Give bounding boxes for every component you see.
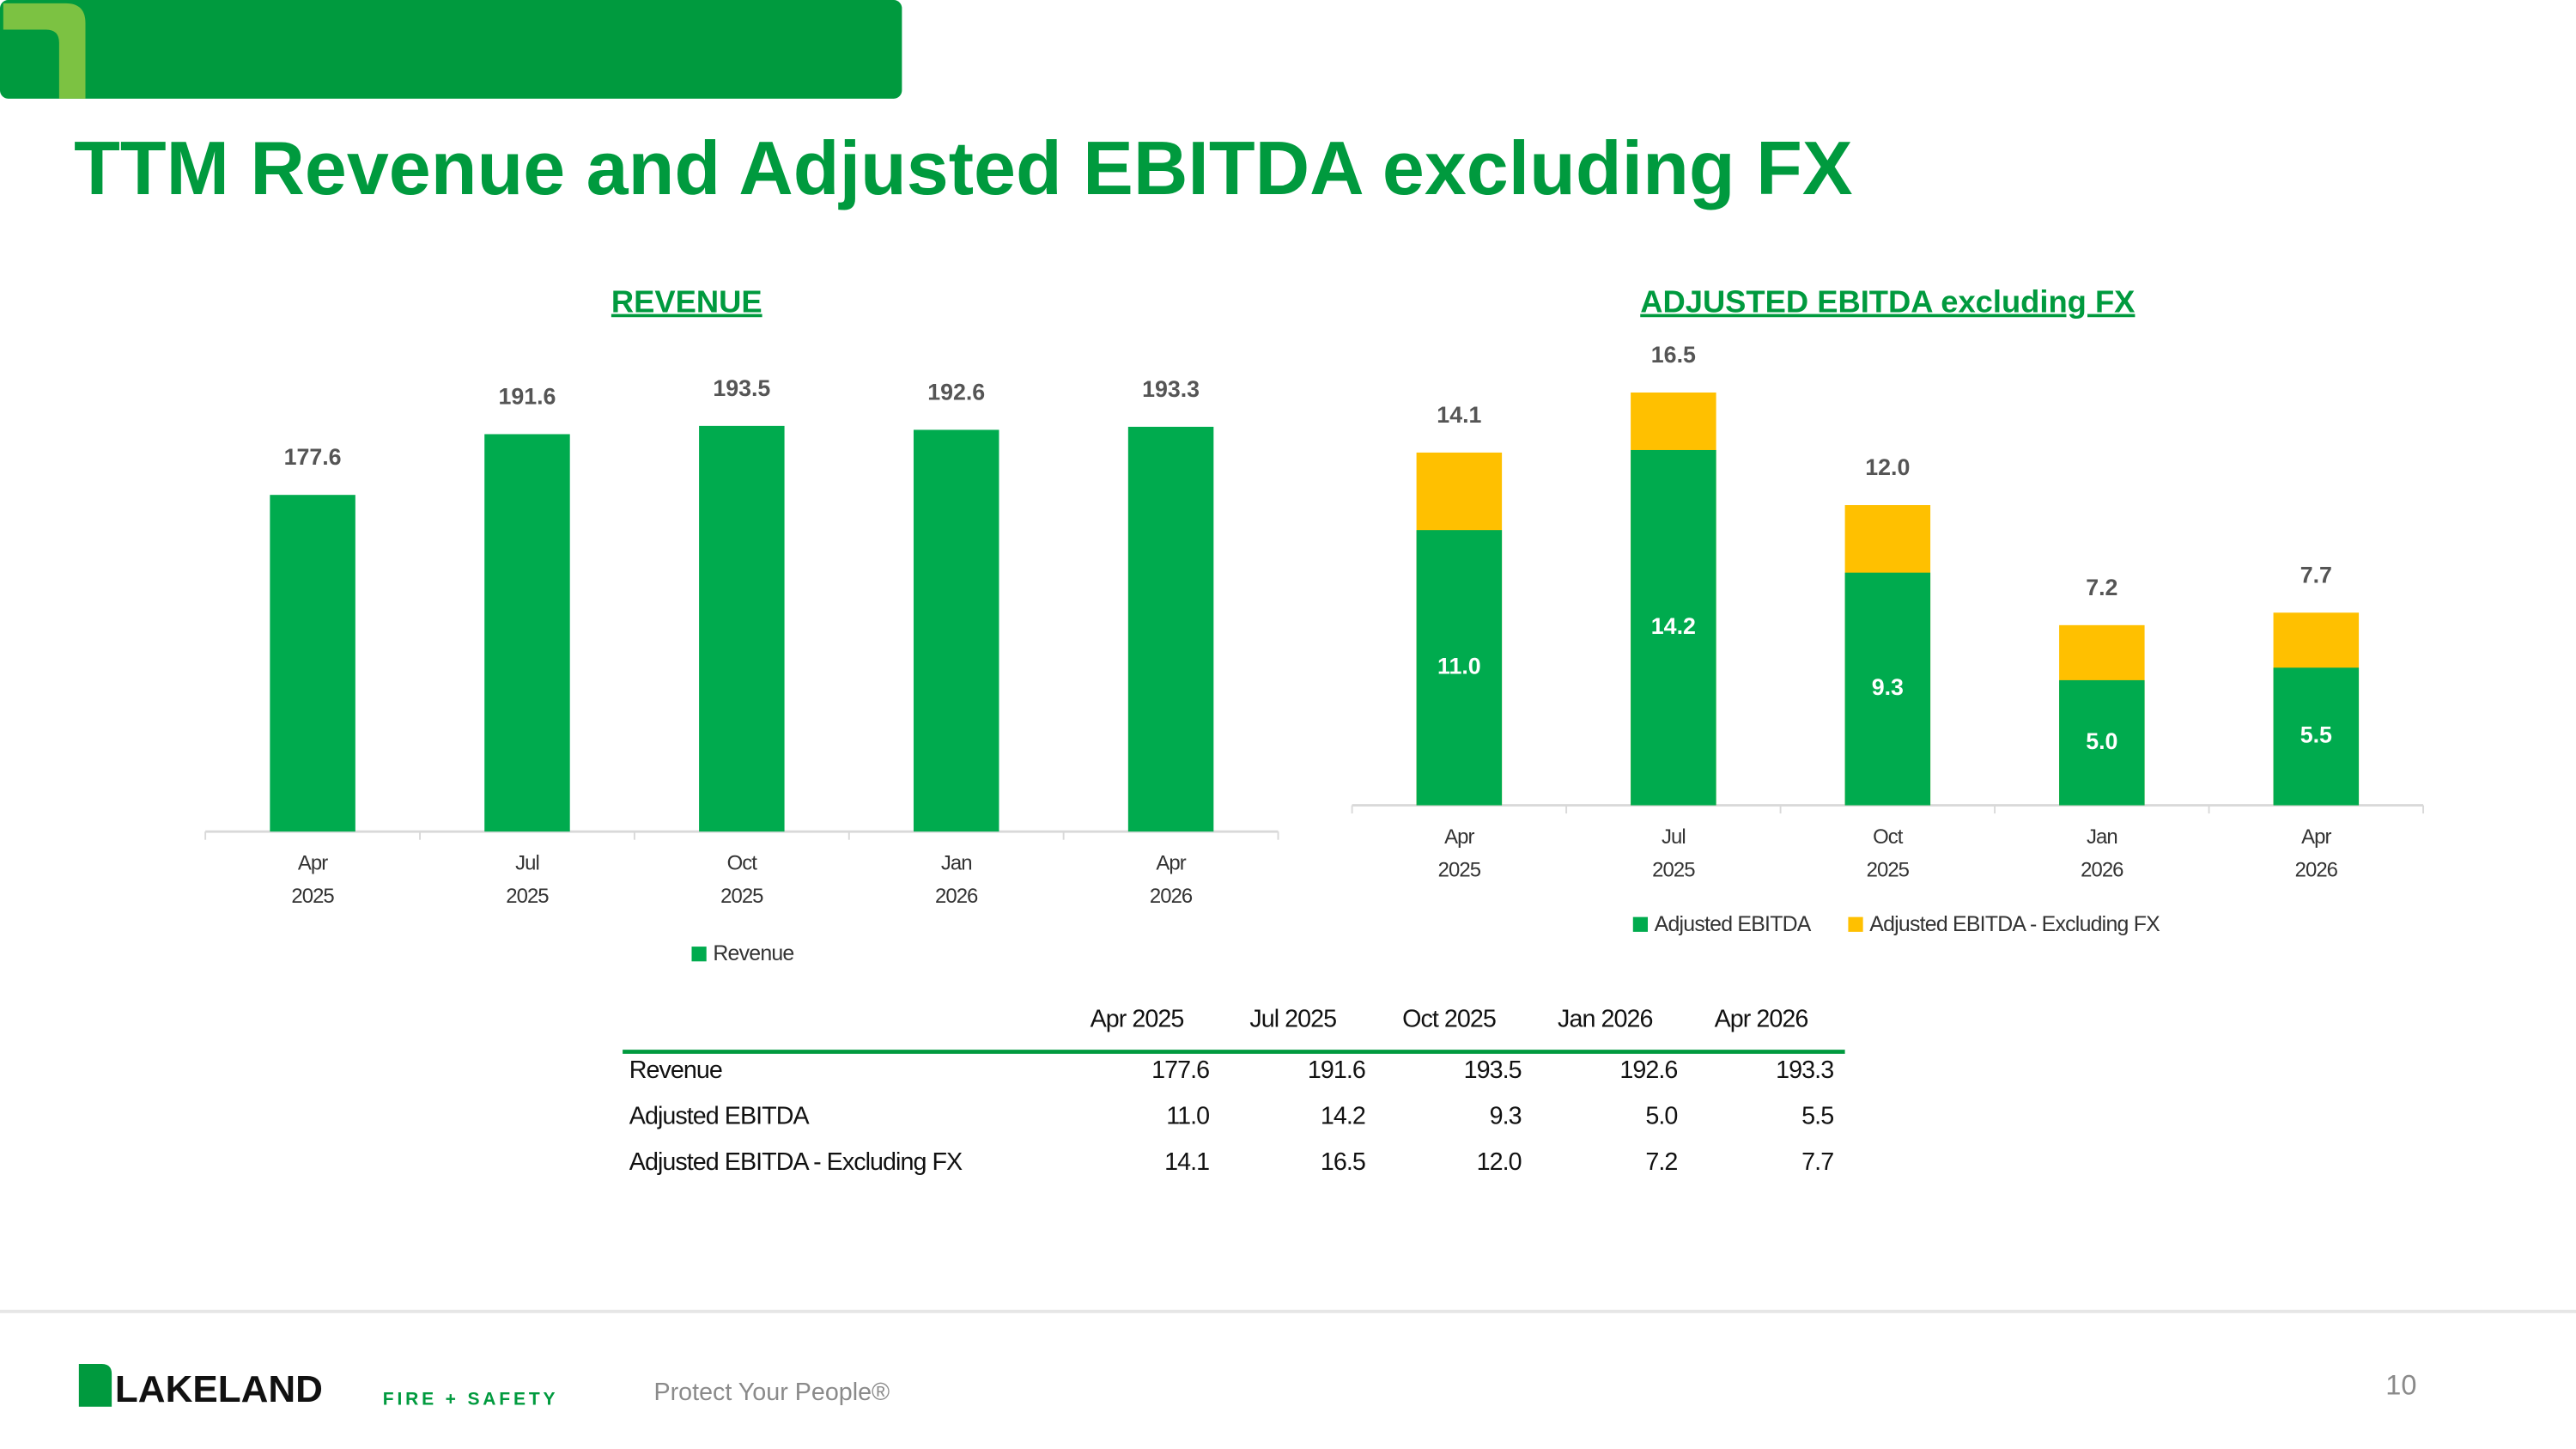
x-tick-label: Apr <box>298 852 328 875</box>
bar <box>1416 530 1503 806</box>
chart-title: ADJUSTED EBITDA excluding FX <box>1640 284 2135 320</box>
data-label: 14.2 <box>1651 613 1696 639</box>
legend-swatch <box>691 947 707 962</box>
x-tick-label: Apr <box>2301 825 2331 849</box>
table-header: Oct 2025 <box>1402 1006 1496 1033</box>
table-cell: 14.1 <box>1164 1148 1209 1176</box>
x-tick-label: 2026 <box>1150 885 1193 908</box>
table-header: Apr 2025 <box>1091 1006 1184 1033</box>
data-label: 14.1 <box>1437 402 1481 428</box>
x-tick-label: 2026 <box>2081 858 2123 881</box>
x-tick-label: 2025 <box>1438 858 1481 881</box>
data-label: 5.0 <box>2086 728 2117 754</box>
x-tick-label: 2026 <box>935 885 978 908</box>
data-label: 12.0 <box>1865 454 1910 480</box>
chart-title: REVENUE <box>611 284 762 320</box>
table-cell: 7.2 <box>1645 1148 1677 1176</box>
data-label: 193.3 <box>1142 376 1200 402</box>
x-tick-label: Apr <box>1444 825 1474 849</box>
data-label: 193.5 <box>713 375 770 401</box>
table-cell: 14.2 <box>1321 1103 1365 1130</box>
page-number: 10 <box>2385 1369 2416 1400</box>
row-label: Adjusted EBITDA - Excluding FX <box>629 1148 963 1176</box>
x-tick-label: 2025 <box>720 885 763 908</box>
data-label: 5.5 <box>2300 722 2332 748</box>
x-tick-label: Jul <box>1662 825 1686 849</box>
bar <box>2273 667 2360 806</box>
data-label: 177.6 <box>284 444 342 470</box>
footer-brand: LAKELAND <box>115 1368 323 1410</box>
data-label: 191.6 <box>498 383 556 409</box>
table-cell: 191.6 <box>1308 1056 1365 1084</box>
legend-swatch <box>1848 916 1863 932</box>
table-header: Jul 2025 <box>1249 1006 1336 1033</box>
data-label: 16.5 <box>1651 342 1696 368</box>
table-cell: 5.0 <box>1645 1103 1677 1130</box>
x-tick-label: 2025 <box>1652 858 1695 881</box>
x-tick-label: Apr <box>1156 852 1186 875</box>
bar <box>913 429 999 832</box>
footer-logo-mark <box>78 1364 112 1407</box>
header-logo <box>3 3 86 99</box>
table-header: Jan 2026 <box>1558 1006 1652 1033</box>
x-tick-label: Jul <box>515 852 539 875</box>
x-tick-label: Oct <box>1873 825 1904 849</box>
table-header: Apr 2026 <box>1715 1006 1808 1033</box>
x-tick-label: 2026 <box>2295 858 2338 881</box>
x-tick-label: 2025 <box>1867 858 1910 881</box>
row-label: Revenue <box>629 1056 722 1084</box>
table-cell: 12.0 <box>1477 1148 1522 1176</box>
table-cell: 192.6 <box>1619 1056 1677 1084</box>
footer-brand-sub: FIRE + SAFETY <box>383 1390 559 1409</box>
bar <box>699 425 785 832</box>
table-cell: 11.0 <box>1166 1103 1209 1130</box>
data-label: 9.3 <box>1872 674 1904 700</box>
x-tick-label: Oct <box>727 852 758 875</box>
bar <box>1631 449 1716 806</box>
data-label: 7.2 <box>2086 575 2117 600</box>
x-tick-label: 2025 <box>506 885 549 908</box>
x-tick-label: 2025 <box>291 885 334 908</box>
table-cell: 7.7 <box>1801 1148 1833 1176</box>
legend-label: Adjusted EBITDA - Excluding FX <box>1869 912 2160 936</box>
table-cell: 16.5 <box>1321 1148 1365 1176</box>
data-label: 192.6 <box>927 379 985 405</box>
data-label: 7.7 <box>2300 562 2332 588</box>
bar <box>1844 572 1931 806</box>
bar <box>484 434 570 832</box>
x-tick-label: Jan <box>2087 825 2117 849</box>
table-cell: 193.3 <box>1776 1056 1833 1084</box>
footer-tagline: Protect Your People® <box>653 1379 890 1406</box>
table-cell: 177.6 <box>1151 1056 1209 1084</box>
legend-label: Adjusted EBITDA <box>1655 912 1812 936</box>
x-tick-label: Jan <box>941 852 972 875</box>
bar <box>270 495 355 832</box>
legend-swatch <box>1632 916 1649 932</box>
table-cell: 193.5 <box>1464 1056 1522 1084</box>
data-label: 11.0 <box>1437 653 1481 679</box>
bar <box>1127 426 1214 832</box>
slide-title: TTM Revenue and Adjusted EBITDA excludin… <box>74 125 1852 210</box>
legend-label: Revenue <box>713 941 793 965</box>
bar <box>2059 679 2145 806</box>
row-label: Adjusted EBITDA <box>629 1103 811 1130</box>
table-cell: 9.3 <box>1490 1103 1522 1130</box>
header-bar <box>0 0 902 99</box>
table-cell: 5.5 <box>1801 1103 1833 1130</box>
